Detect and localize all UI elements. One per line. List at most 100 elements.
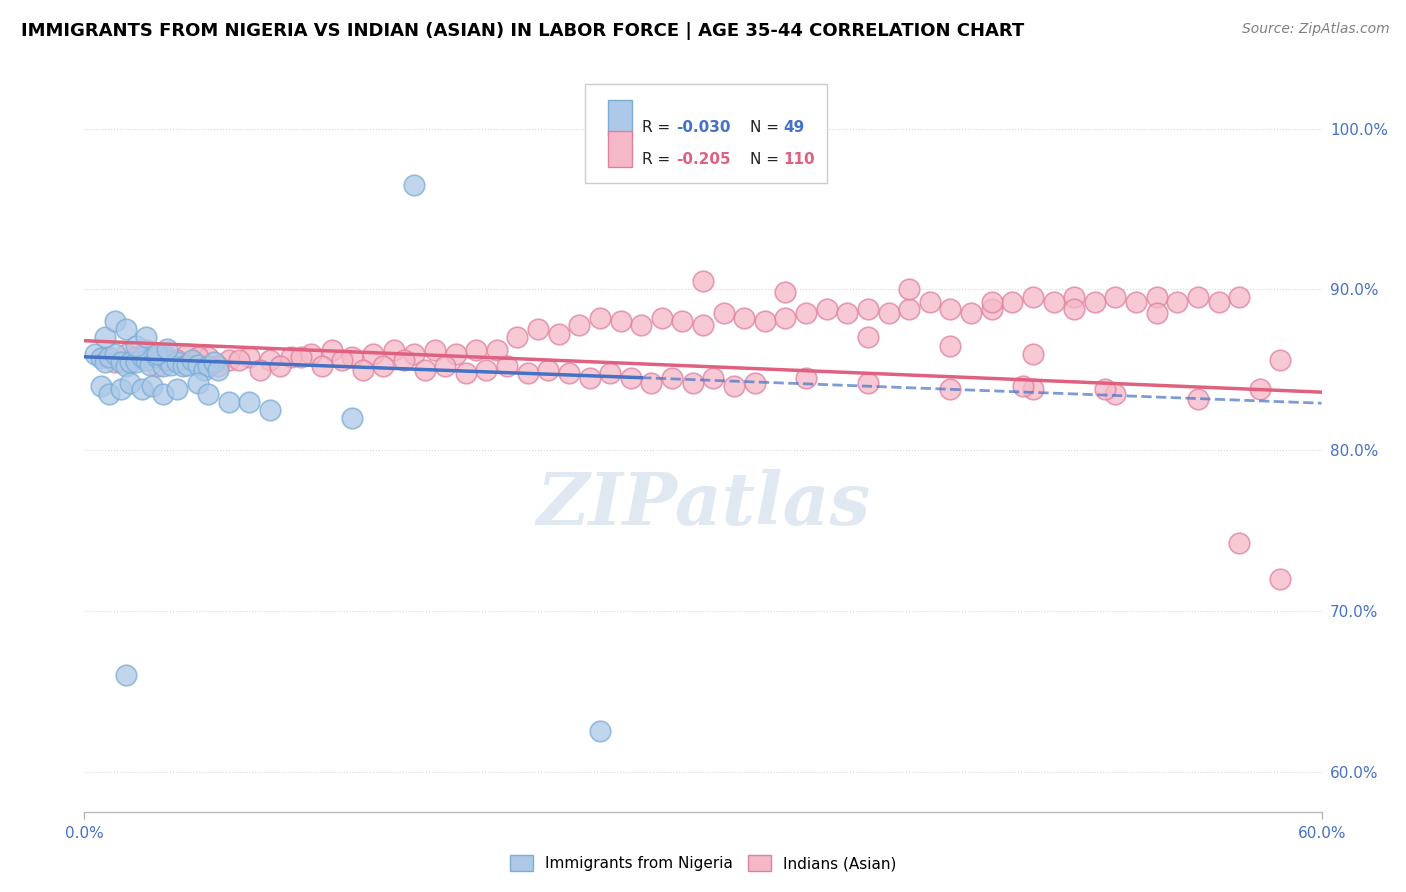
Point (202, 354, 225, 368)
Point (877, 306, 900, 320)
Point (98, 386, 121, 401)
Point (671, 314, 693, 328)
Point (558, 366, 581, 380)
Point (180, 353, 202, 368)
Point (692, 318, 714, 332)
Point (166, 382, 188, 396)
Point (98, 350, 121, 364)
Point (176, 346, 198, 360)
Point (692, 274, 714, 288)
Point (898, 282, 921, 296)
Point (228, 353, 250, 368)
Point (145, 359, 167, 374)
Point (713, 306, 735, 320)
Text: -0.205: -0.205 (676, 152, 730, 167)
Point (1022, 382, 1045, 396)
Point (815, 301, 838, 316)
Point (207, 362, 229, 376)
Point (392, 353, 415, 368)
Point (197, 386, 219, 401)
Point (856, 301, 879, 316)
Point (413, 362, 436, 376)
Point (135, 330, 157, 344)
Point (630, 318, 652, 332)
Point (444, 346, 467, 360)
Point (311, 359, 333, 374)
Point (404, 346, 426, 360)
Legend: Immigrants from Nigeria, Indians (Asian): Immigrants from Nigeria, Indians (Asian) (503, 849, 903, 877)
Point (640, 376, 662, 390)
Point (361, 346, 384, 360)
Point (856, 376, 879, 390)
Point (1104, 290, 1126, 304)
Point (373, 359, 395, 374)
Point (465, 343, 488, 358)
Point (794, 370, 817, 384)
Point (939, 382, 962, 396)
Point (516, 366, 538, 380)
Point (744, 376, 766, 390)
Point (775, 311, 797, 326)
Point (176, 358, 198, 372)
Point (1104, 386, 1126, 401)
Point (280, 350, 302, 364)
Point (1022, 290, 1045, 304)
Point (1084, 295, 1107, 310)
Point (794, 306, 817, 320)
Point (1146, 306, 1168, 320)
Point (775, 285, 797, 300)
Point (537, 362, 560, 376)
Point (506, 330, 529, 344)
Point (269, 359, 291, 374)
Point (1249, 382, 1271, 396)
FancyBboxPatch shape (585, 84, 827, 183)
Text: -0.030: -0.030 (676, 120, 730, 135)
Point (114, 322, 136, 336)
Point (218, 394, 240, 409)
Point (187, 358, 209, 372)
Point (620, 370, 643, 384)
Point (1187, 392, 1209, 406)
Point (172, 359, 194, 374)
Point (568, 318, 591, 332)
Point (423, 343, 446, 358)
Point (609, 314, 631, 328)
Point (856, 330, 879, 344)
Point (1063, 301, 1085, 316)
Point (342, 350, 364, 364)
Text: Source: ZipAtlas.com: Source: ZipAtlas.com (1241, 22, 1389, 37)
Point (135, 353, 157, 368)
Point (249, 362, 271, 376)
Point (104, 314, 127, 328)
Point (187, 350, 209, 364)
Point (1270, 353, 1292, 368)
Point (330, 353, 353, 368)
Point (702, 370, 724, 384)
Text: 110: 110 (783, 152, 815, 167)
Text: IMMIGRANTS FROM NIGERIA VS INDIAN (ASIAN) IN LABOR FORCE | AGE 35-44 CORRELATION: IMMIGRANTS FROM NIGERIA VS INDIAN (ASIAN… (21, 22, 1025, 40)
Point (342, 410, 364, 425)
Point (156, 353, 179, 368)
Point (939, 338, 962, 352)
Point (1063, 290, 1085, 304)
Point (651, 311, 673, 326)
Point (145, 350, 167, 364)
Point (166, 354, 188, 368)
Point (661, 370, 683, 384)
Point (1001, 295, 1024, 310)
Point (496, 359, 519, 374)
Point (160, 358, 183, 372)
Point (547, 327, 569, 342)
Point (83, 346, 105, 360)
Point (135, 343, 157, 358)
Point (589, 311, 612, 326)
Point (125, 354, 148, 368)
Point (94, 350, 117, 364)
Point (1022, 346, 1045, 360)
Point (321, 343, 343, 358)
Point (187, 376, 209, 390)
Point (152, 359, 174, 374)
Point (131, 382, 153, 396)
Point (125, 338, 148, 352)
Text: R =: R = (643, 120, 675, 135)
